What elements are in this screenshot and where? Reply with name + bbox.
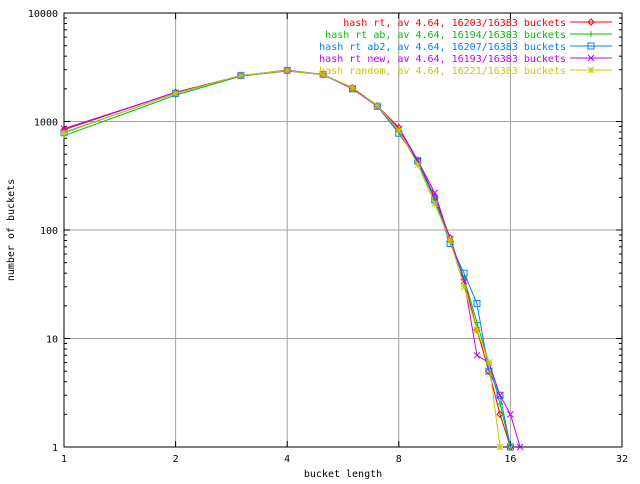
x-tick-label: 32 (616, 454, 628, 465)
data-point (506, 443, 514, 451)
data-point (473, 300, 481, 308)
legend-entry: hash rt ab, av 4.64, 16194/16383 buckets (325, 30, 612, 41)
legend-label: hash rt ab2, av 4.64, 16207/16383 bucket… (319, 42, 566, 53)
data-point (414, 161, 422, 169)
legend-entry: hash random, av 4.64, 16221/16383 bucket… (319, 66, 612, 77)
legend-entry: hash rt, av 4.64, 16203/16383 buckets (343, 18, 612, 29)
legend-entry: hash rt new, av 4.64, 16193/16383 bucket… (319, 54, 612, 65)
x-tick-label: 4 (284, 454, 290, 465)
y-axis-label: number of buckets (6, 179, 17, 281)
data-point (395, 126, 403, 134)
data-point (373, 102, 381, 109)
legend-marker (587, 18, 595, 26)
axis-ticks: 1 2 4 8 16 32 1 10 100 1000 10000 (28, 9, 628, 465)
series-4 (60, 66, 524, 451)
legend-label: hash rt new, av 4.64, 16193/16383 bucket… (319, 54, 566, 65)
legend-entry: hash rt ab2, av 4.64, 16207/16383 bucket… (319, 42, 612, 53)
legend-label: hash random, av 4.64, 16221/16383 bucket… (319, 66, 566, 77)
legend-marker (587, 66, 595, 74)
y-tick-label: 1000 (34, 118, 58, 129)
y-tick-label: 10 (46, 335, 58, 346)
data-point (507, 410, 514, 418)
x-axis-label: bucket length (304, 469, 382, 480)
data-point (283, 67, 291, 74)
data-point (485, 359, 493, 366)
data-point (319, 71, 327, 79)
data-point (516, 443, 524, 451)
legend-marker (587, 54, 595, 62)
series-5 (60, 67, 504, 451)
data-point (496, 391, 504, 399)
data-point (473, 326, 481, 334)
legend-label: hash rt, av 4.64, 16203/16383 buckets (343, 18, 566, 29)
data-point (349, 84, 356, 92)
y-tick-label: 10000 (28, 9, 58, 20)
data-point (473, 351, 481, 359)
legend-marker (588, 31, 594, 37)
data-point (460, 283, 468, 291)
legend-label: hash rt ab, av 4.64, 16194/16383 buckets (325, 30, 566, 41)
data-point (60, 129, 68, 137)
data-point (446, 237, 454, 244)
series-line (63, 70, 501, 448)
legend: hash rt, av 4.64, 16203/16383 bucketshas… (319, 18, 612, 77)
x-tick-label: 1 (61, 454, 67, 465)
x-tick-label: 2 (173, 454, 179, 465)
y-tick-label: 100 (40, 226, 58, 237)
x-tick-label: 8 (396, 454, 402, 465)
data-point (431, 189, 439, 197)
data-point (496, 391, 504, 399)
x-tick-label: 16 (504, 454, 516, 465)
data-point (496, 443, 504, 451)
data-point (237, 72, 245, 79)
series-line (63, 69, 521, 448)
series-group (60, 66, 524, 451)
legend-marker (587, 42, 595, 50)
data-point (431, 200, 439, 207)
grid (64, 13, 622, 447)
y-tick-label: 1 (52, 443, 58, 454)
data-point (172, 89, 179, 97)
